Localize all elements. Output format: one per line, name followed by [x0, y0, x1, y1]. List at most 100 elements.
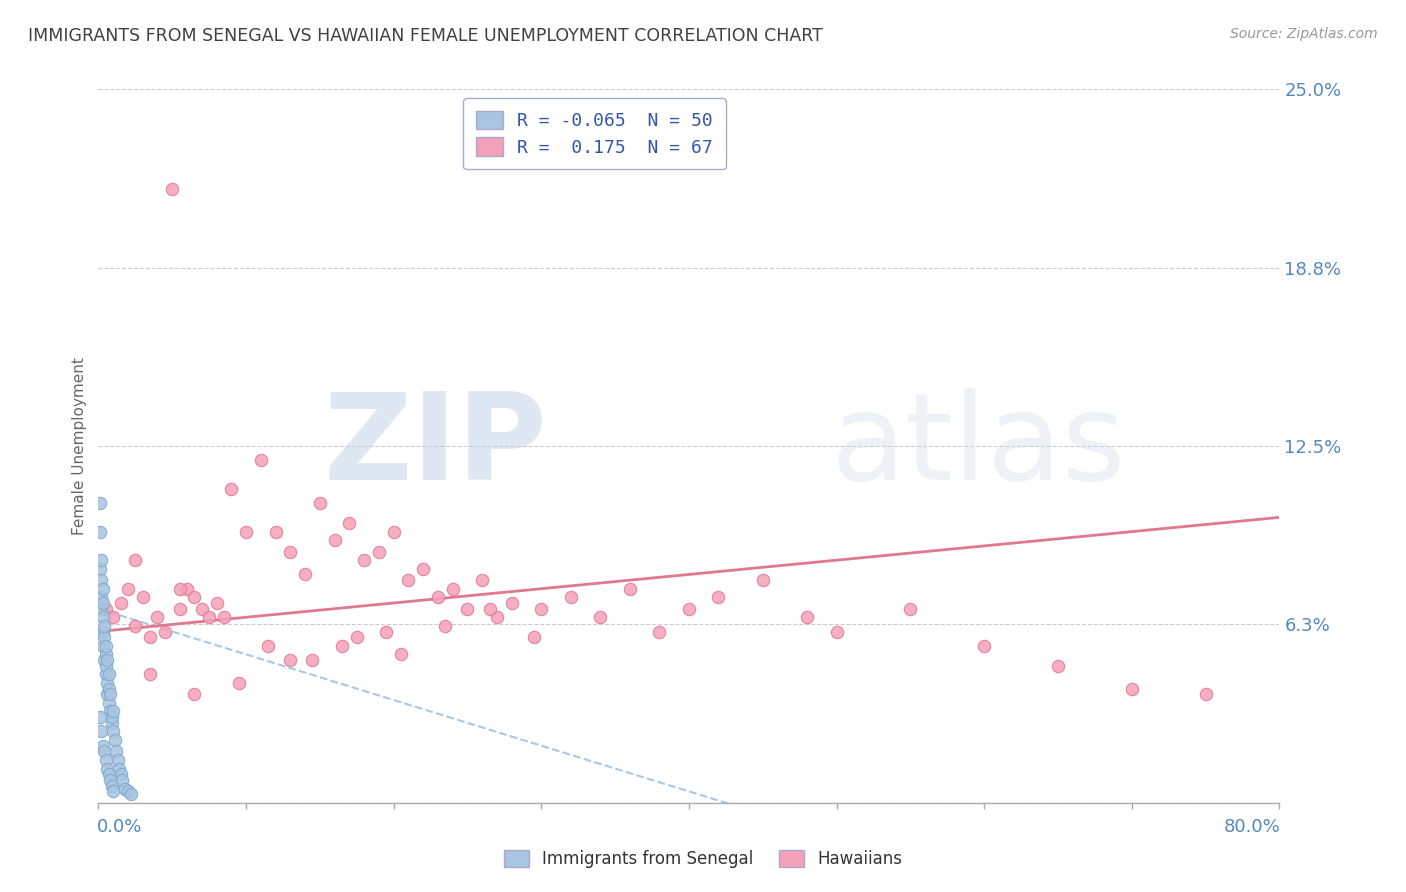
Point	[117, 582, 139, 596]
Point	[98, 705, 121, 719]
Point	[89, 710, 111, 724]
Point	[94, 667, 117, 681]
Point	[169, 601, 191, 615]
Point	[98, 687, 121, 701]
Point	[396, 573, 419, 587]
Point	[110, 767, 132, 781]
Point	[91, 739, 114, 753]
Point	[103, 705, 125, 719]
Point	[105, 744, 128, 758]
Point	[825, 624, 848, 639]
Point	[471, 573, 494, 587]
Y-axis label: Female Unemployment: Female Unemployment	[72, 357, 87, 535]
Point	[486, 610, 509, 624]
Point	[323, 533, 346, 548]
Point	[205, 596, 228, 610]
Point	[619, 582, 641, 596]
Point	[97, 767, 120, 781]
Point	[89, 562, 111, 576]
Point	[146, 610, 169, 624]
Text: IMMIGRANTS FROM SENEGAL VS HAWAIIAN FEMALE UNEMPLOYMENT CORRELATION CHART: IMMIGRANTS FROM SENEGAL VS HAWAIIAN FEMA…	[28, 27, 823, 45]
Point	[94, 648, 117, 662]
Point	[183, 687, 205, 701]
Text: 0.0%: 0.0%	[97, 819, 142, 837]
Point	[456, 601, 478, 615]
Point	[93, 630, 115, 644]
Point	[107, 753, 129, 767]
Point	[353, 553, 375, 567]
Point	[94, 601, 117, 615]
Point	[96, 653, 118, 667]
Point	[120, 787, 142, 801]
Point	[212, 610, 235, 624]
Point	[90, 553, 112, 567]
Text: atlas: atlas	[831, 387, 1126, 505]
Point	[560, 591, 582, 605]
Point	[103, 610, 125, 624]
Point	[346, 630, 368, 644]
Point	[183, 591, 205, 605]
Point	[89, 496, 111, 510]
Point	[523, 630, 546, 644]
Point	[97, 681, 120, 696]
Point	[309, 496, 332, 510]
Point	[132, 591, 155, 605]
Legend: Immigrants from Senegal, Hawaiians: Immigrants from Senegal, Hawaiians	[498, 843, 908, 875]
Point	[124, 619, 146, 633]
Point	[973, 639, 995, 653]
Point	[427, 591, 450, 605]
Point	[100, 779, 122, 793]
Point	[250, 453, 273, 467]
Point	[90, 573, 112, 587]
Point	[278, 653, 302, 667]
Point	[294, 567, 316, 582]
Point	[375, 624, 398, 639]
Point	[900, 601, 922, 615]
Legend: R = -0.065  N = 50, R =  0.175  N = 67: R = -0.065 N = 50, R = 0.175 N = 67	[463, 98, 725, 169]
Point	[337, 516, 360, 530]
Point	[153, 624, 176, 639]
Point	[96, 687, 118, 701]
Point	[91, 624, 114, 639]
Point	[648, 624, 671, 639]
Point	[90, 724, 112, 739]
Point	[117, 784, 139, 798]
Point	[93, 653, 115, 667]
Point	[96, 676, 118, 690]
Point	[91, 610, 114, 624]
Point	[139, 667, 162, 681]
Point	[678, 601, 700, 615]
Point	[103, 724, 125, 739]
Point	[91, 639, 114, 653]
Point	[94, 658, 117, 673]
Point	[412, 562, 434, 576]
Point	[478, 601, 501, 615]
Point	[100, 710, 122, 724]
Point	[1121, 681, 1143, 696]
Point	[96, 762, 118, 776]
Point	[264, 524, 287, 539]
Point	[97, 696, 120, 710]
Point	[198, 610, 221, 624]
Point	[530, 601, 553, 615]
Point	[1046, 658, 1069, 673]
Point	[93, 619, 115, 633]
Point	[368, 544, 391, 558]
Point	[110, 596, 132, 610]
Point	[191, 601, 214, 615]
Point	[89, 524, 111, 539]
Point	[1195, 687, 1218, 701]
Point	[501, 596, 523, 610]
Point	[176, 582, 198, 596]
Point	[751, 573, 773, 587]
Text: ZIP: ZIP	[323, 387, 547, 505]
Point	[94, 753, 117, 767]
Point	[111, 772, 134, 787]
Point	[301, 653, 323, 667]
Point	[93, 744, 115, 758]
Text: 80.0%: 80.0%	[1223, 819, 1281, 837]
Point	[589, 610, 612, 624]
Point	[114, 781, 136, 796]
Point	[219, 482, 242, 496]
Point	[389, 648, 412, 662]
